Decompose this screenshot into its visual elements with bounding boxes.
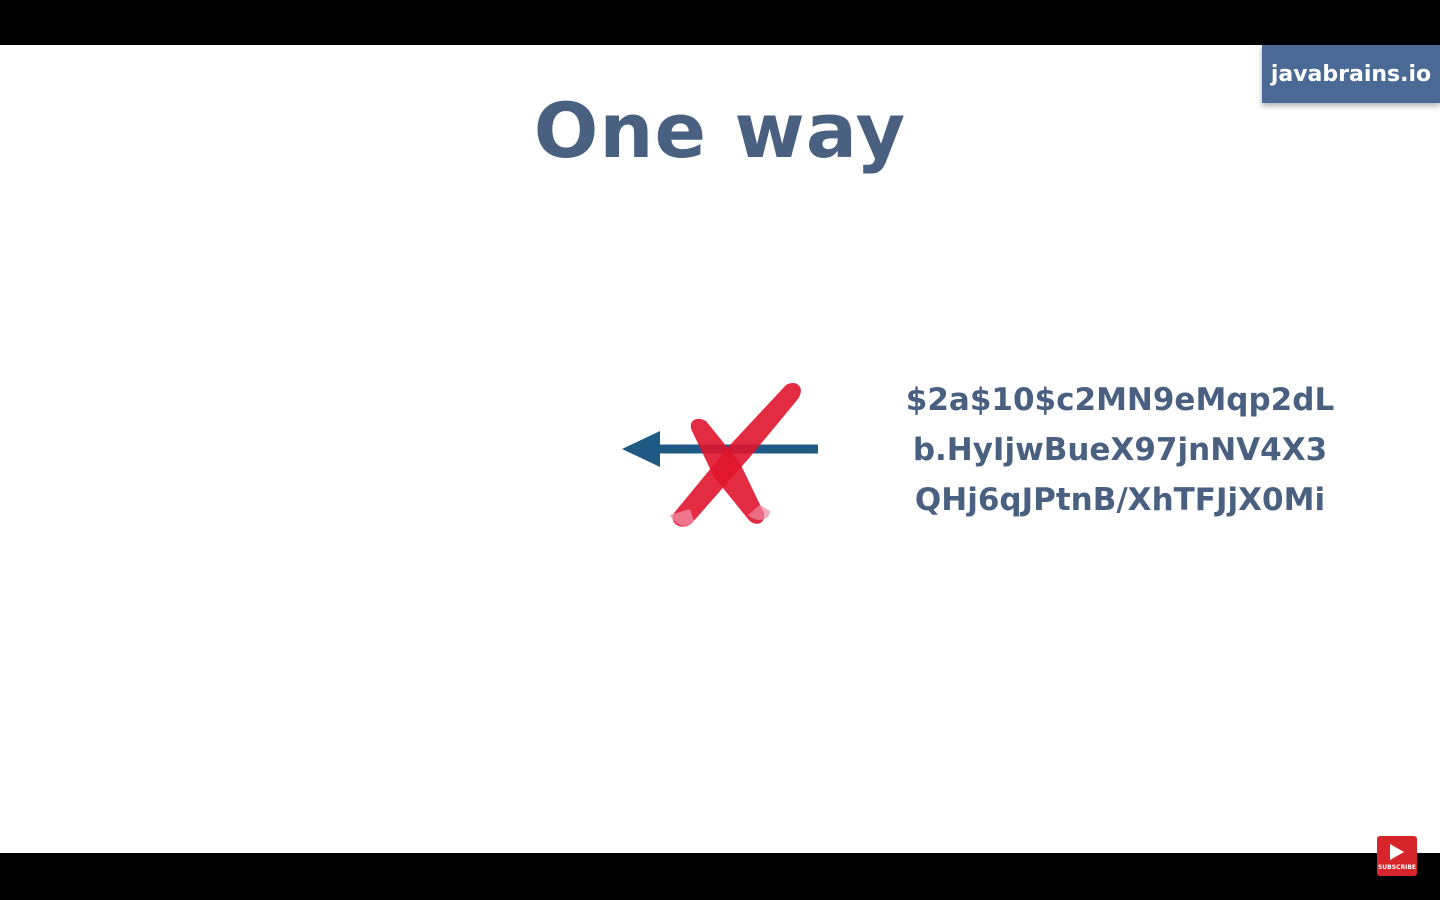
reverse-arrow-diagram: [622, 382, 818, 527]
letterbox-top: [0, 0, 1440, 45]
slide-title: One way: [533, 86, 907, 175]
youtube-subscribe-icon: [1390, 844, 1404, 860]
hash-text: $2a$10$c2MN9eMqp2dL b.HyIjwBueX97jnNV4X3…: [880, 375, 1360, 525]
hash-line: $2a$10$c2MN9eMqp2dL: [905, 382, 1335, 418]
red-x-icon: [670, 382, 801, 527]
brand-label: javabrains.io: [1270, 61, 1432, 87]
hash-line: QHj6qJPtnB/XhTFJjX0Mi: [914, 482, 1326, 518]
subscribe-button[interactable]: SUBSCRIBE: [1377, 836, 1417, 876]
brand-badge[interactable]: javabrains.io: [1262, 45, 1440, 103]
letterbox-bottom: [0, 853, 1440, 900]
hash-line: b.HyIjwBueX97jnNV4X3: [912, 432, 1328, 468]
subscribe-label: SUBSCRIBE: [1377, 864, 1416, 871]
slide: javabrains.io One way $2a$10$c2MN9eMqp2d…: [0, 45, 1440, 853]
